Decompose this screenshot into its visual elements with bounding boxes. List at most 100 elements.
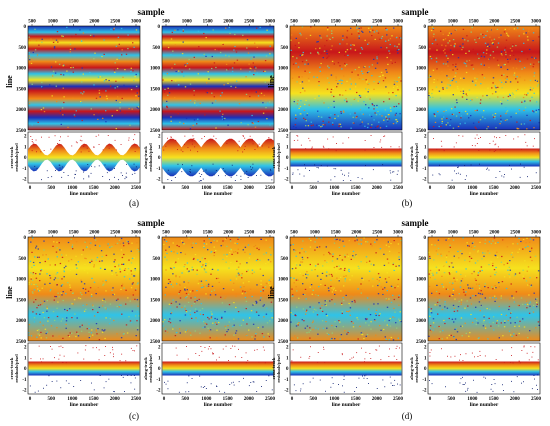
speckle-point [137, 327, 139, 329]
speckle-point [47, 258, 49, 260]
sample-tick-label: 3000 [393, 231, 404, 236]
speckle-point [329, 338, 331, 340]
speckle-point [465, 291, 467, 293]
speckle-point [326, 300, 328, 302]
speckle-point [436, 79, 439, 81]
speckle-point [295, 118, 297, 120]
speckle-point [300, 34, 302, 36]
speckle-point [46, 307, 48, 310]
speckle-point [81, 119, 83, 122]
speckle-point [172, 242, 174, 244]
speckle-point [185, 310, 187, 312]
speckle-point [497, 64, 500, 66]
line-tick-label: 2500 [150, 340, 161, 345]
speckle-point [511, 252, 513, 254]
residual-y-tick: -2 [422, 178, 427, 183]
cross-track-label: cross-trackresiduals/pixel [9, 354, 19, 383]
speckle-point [326, 50, 328, 52]
speckle-point [214, 294, 217, 296]
speckle-point [435, 61, 438, 63]
speckle-point [386, 290, 388, 292]
speckle-point [364, 125, 366, 127]
speckle-point [504, 49, 506, 51]
speckle-point [210, 252, 212, 254]
speckle-point [324, 284, 326, 286]
residual-y-tick: 0 [158, 156, 161, 161]
speckle-point [494, 242, 497, 244]
speckle-point [44, 283, 46, 285]
speckle-point [211, 102, 214, 104]
speckle-point [338, 246, 340, 249]
outlier-point [351, 357, 353, 359]
speckle-point [492, 82, 494, 84]
speckle-point [354, 69, 357, 71]
speckle-point [222, 244, 224, 246]
speckle-point [304, 63, 306, 65]
outlier-point [93, 146, 95, 148]
outlier-point [457, 172, 459, 174]
speckle-point [530, 250, 532, 253]
outlier-point [361, 347, 362, 349]
outlier-point [364, 358, 366, 360]
outlier-point [511, 347, 513, 349]
speckle-point [428, 306, 430, 308]
speckle-point [334, 241, 336, 243]
outlier-point [243, 173, 245, 175]
line-tick-label: 0 [424, 25, 427, 30]
speckle-point [533, 92, 535, 94]
speckle-point [360, 289, 362, 291]
speckle-point [43, 317, 46, 319]
speckle-point [209, 337, 211, 339]
speckle-point [181, 272, 183, 274]
speckle-point [30, 241, 32, 243]
speckle-point [265, 55, 268, 57]
speckle-point [118, 43, 120, 45]
outlier-point [216, 359, 217, 361]
speckle-point [60, 123, 62, 125]
speckle-point [207, 270, 209, 272]
sample-tick-label: 2000 [489, 231, 500, 236]
speckle-point [72, 97, 74, 99]
speckle-point [532, 66, 534, 68]
speckle-point [38, 329, 40, 331]
speckle-point [346, 333, 348, 335]
speckle-point [115, 128, 117, 130]
speckle-point [194, 254, 197, 256]
speckle-point [350, 104, 352, 106]
outlier-point [511, 355, 512, 356]
speckle-point [373, 31, 376, 33]
outlier-point [467, 387, 469, 389]
speckle-point [252, 122, 254, 124]
speckle-point [368, 70, 370, 73]
speckle-point [266, 322, 269, 324]
speckle-point [253, 271, 255, 273]
speckle-point [215, 127, 217, 129]
speckle-point [507, 95, 510, 98]
speckle-point [433, 113, 435, 115]
speckle-point [430, 310, 432, 312]
speckle-point [97, 287, 99, 289]
outlier-point [364, 361, 365, 363]
speckle-point [91, 259, 93, 261]
speckle-point [496, 322, 498, 324]
speckle-point [294, 249, 297, 251]
outlier-point [479, 350, 481, 352]
speckle-point [495, 87, 497, 89]
outlier-point [438, 173, 440, 175]
line-axis-label: line [267, 286, 276, 299]
outlier-point [225, 345, 227, 347]
speckle-point [482, 321, 485, 323]
speckle-point [206, 285, 208, 287]
speckle-point [352, 44, 354, 46]
outlier-point [521, 382, 522, 384]
speckle-point [93, 237, 96, 239]
speckle-point [96, 256, 99, 259]
sample-tick-label: 3000 [531, 20, 542, 25]
line-number-axis-label: line number [204, 402, 233, 408]
speckle-point [215, 249, 217, 252]
outlier-point [476, 391, 478, 393]
speckle-point [333, 242, 336, 244]
speckle-point [348, 51, 350, 54]
speckle-point [483, 36, 485, 38]
outlier-point [232, 345, 233, 347]
